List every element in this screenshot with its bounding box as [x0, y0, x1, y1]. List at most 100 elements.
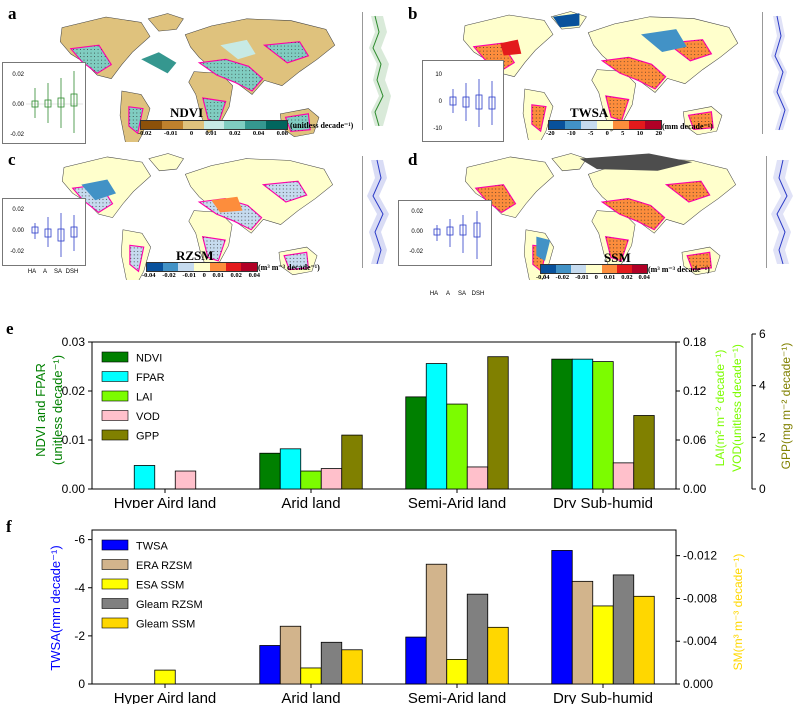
chart-e-axes: Hyper Aird land Arid land Semi-Arid land Dr…	[62, 327, 766, 508]
e-bar-gpp	[633, 415, 655, 490]
inset-ytick: -0.02	[409, 249, 423, 255]
e-bar-vod	[612, 462, 635, 490]
inset-ytick: -10	[433, 126, 442, 132]
inset-ytick: 0	[439, 99, 443, 105]
svg-text:HA: HA	[430, 291, 438, 297]
chart-e-ylabel-left-2: (unitless decade⁻¹)	[50, 355, 65, 465]
e-right1-ytick-label: 0.00	[683, 482, 707, 496]
e-bar-fpar	[133, 465, 156, 490]
ndvi-colorbar-ticks: -0.02 -0.01 0 0.01 0.02 0.04 0.08	[138, 130, 288, 137]
e-bar-lai	[300, 470, 322, 490]
e-xtick-label: Arid land	[281, 495, 340, 508]
panel-label-e: e	[6, 319, 14, 338]
inset-ytick: 0.00	[411, 229, 423, 235]
panel-label-c: c	[8, 150, 16, 169]
f-bar-twsa	[405, 636, 427, 685]
ssm-colorbar-ticks: -0.04 -0.02 -0.01 0 0.01 0.02 0.04	[536, 274, 650, 281]
e-bar-vod	[320, 468, 343, 490]
f-bar-gleam-rzsm	[320, 641, 343, 685]
rzsm-colorbar-title: RZSM	[176, 248, 214, 263]
inset-ytick: -0.02	[10, 132, 24, 138]
f-xtick-label: Semi-Arid land	[408, 690, 506, 704]
chart-f-water-trends: f Hyper Aird land Arid land Semi-Arid land…	[6, 517, 745, 704]
twsa-colorbar-title: TWSA	[570, 105, 609, 120]
e-bar-gpp	[341, 434, 363, 490]
e-left-ytick-label: 0.02	[62, 384, 86, 398]
svg-text:SA: SA	[458, 291, 466, 297]
svg-text:A: A	[446, 291, 450, 297]
twsa-latitude-profile	[762, 12, 797, 134]
chart-e-bars	[133, 356, 655, 490]
chart-e-ylabel-left-1: NDVI and FPAR	[33, 363, 48, 457]
e-legend-swatch	[101, 371, 129, 382]
e-xtick-label: Dry Sub-humid	[553, 495, 653, 508]
e-bar-vod	[174, 470, 197, 490]
svg-text:DSH: DSH	[66, 269, 79, 275]
ssm-colorbar-unit: (m³ m⁻³ decade⁻¹)	[648, 265, 710, 274]
chart-e-ylabel-right1-1: LAI(m² m⁻² decade⁻¹)	[713, 350, 727, 467]
twsa-trend-map	[462, 11, 739, 140]
inset-ytick: 0.00	[12, 102, 24, 108]
e-legend-swatch	[101, 410, 129, 421]
f-left-ytick-label: -6	[74, 533, 85, 547]
e-bar-vod	[466, 466, 489, 490]
e-bar-fpar	[425, 363, 448, 490]
f-bar-era-rzsm	[571, 580, 594, 685]
rzsm-boxplot-inset: 0.02 0.00 -0.02	[2, 198, 86, 266]
f-right-ytick-label: 0.000	[683, 677, 713, 691]
e-legend-swatch	[101, 351, 129, 363]
chart-e-vegetation-trends: e Hyper Aird land Arid land Semi-Arid land…	[6, 319, 793, 508]
f-legend-label: TWSA	[136, 541, 168, 553]
panel-label-d: d	[408, 150, 418, 169]
f-legend-swatch	[101, 559, 129, 570]
f-right-ytick-label: -0.012	[683, 549, 717, 563]
map-panels: a 0.02 0.00 -0.02 NDVI (unitless decade⁻…	[0, 0, 802, 300]
ndvi-colorbar	[140, 120, 288, 130]
chart-e-legend: NDVI FPAR LAI VOD GPP	[101, 351, 165, 443]
ndvi-latitude-profile	[362, 12, 393, 130]
f-legend-label: ESA SSM	[136, 580, 184, 592]
inset-ytick: 0.02	[411, 209, 423, 215]
e-right1-ytick-label: 0.06	[683, 433, 707, 447]
e-left-ytick-label: 0.01	[62, 433, 86, 447]
ssm-latitude-profile	[766, 156, 797, 268]
rzsm-colorbar-ticks: -0.04 -0.02 -0.01 0 0.01 0.02 0.04	[142, 272, 260, 279]
f-legend-label: ERA RZSM	[136, 560, 192, 572]
panel-label-b: b	[408, 4, 418, 23]
twsa-colorbar	[548, 120, 662, 130]
ndvi-colorbar-unit: (unitless decade⁻¹)	[290, 121, 354, 130]
panel-label-a: a	[8, 4, 17, 23]
f-bar-esa-ssm	[592, 605, 614, 685]
chart-e-ylabel-right2: GPP(mg m⁻² decade⁻¹)	[779, 343, 793, 470]
e-right2-ytick-label: 2	[759, 430, 766, 444]
f-left-ytick-label: 0	[78, 677, 85, 691]
ssm-boxplot-inset: 0.02 0.00 -0.02	[398, 200, 492, 266]
f-right-ytick-label: -0.008	[683, 591, 717, 605]
e-right1-ytick-label: 0.18	[683, 335, 707, 349]
chart-f-legend: TWSA ERA RZSM ESA SSM Gleam RZSM Gleam SSM	[101, 539, 203, 631]
e-bar-gpp	[487, 356, 509, 490]
f-legend-label: Gleam SSM	[136, 619, 195, 631]
rzsm-latitude-profile	[362, 156, 393, 268]
f-xtick-label: Dry Sub-humid	[553, 690, 653, 704]
chart-f-ylabel-left: TWSA(mm decade⁻¹)	[48, 545, 63, 670]
ssm-colorbar	[540, 264, 648, 274]
rzsm-trend-map	[61, 153, 334, 280]
inset-ytick: 0.02	[12, 207, 24, 213]
e-right2-ytick-label: 6	[759, 327, 766, 341]
inset-ytick: 10	[435, 72, 442, 78]
e-left-ytick-label: 0.03	[62, 335, 86, 349]
f-bar-gleam-rzsm	[466, 593, 489, 685]
e-legend-swatch	[101, 390, 129, 402]
e-right1-ytick-label: 0.12	[683, 384, 707, 398]
f-bar-era-rzsm	[279, 625, 302, 685]
f-bar-gleam-ssm	[341, 649, 363, 685]
f-legend-swatch	[101, 617, 129, 629]
f-xtick-label: Hyper Aird land	[114, 690, 217, 704]
e-bar-ndvi	[259, 452, 281, 490]
f-legend-swatch	[101, 598, 129, 609]
chart-e-ylabel-right1-2: VOD(unitless decade⁻¹)	[730, 344, 744, 472]
svg-text:HA: HA	[28, 269, 36, 275]
e-bar-ndvi	[405, 396, 427, 490]
e-bar-fpar	[571, 358, 594, 490]
